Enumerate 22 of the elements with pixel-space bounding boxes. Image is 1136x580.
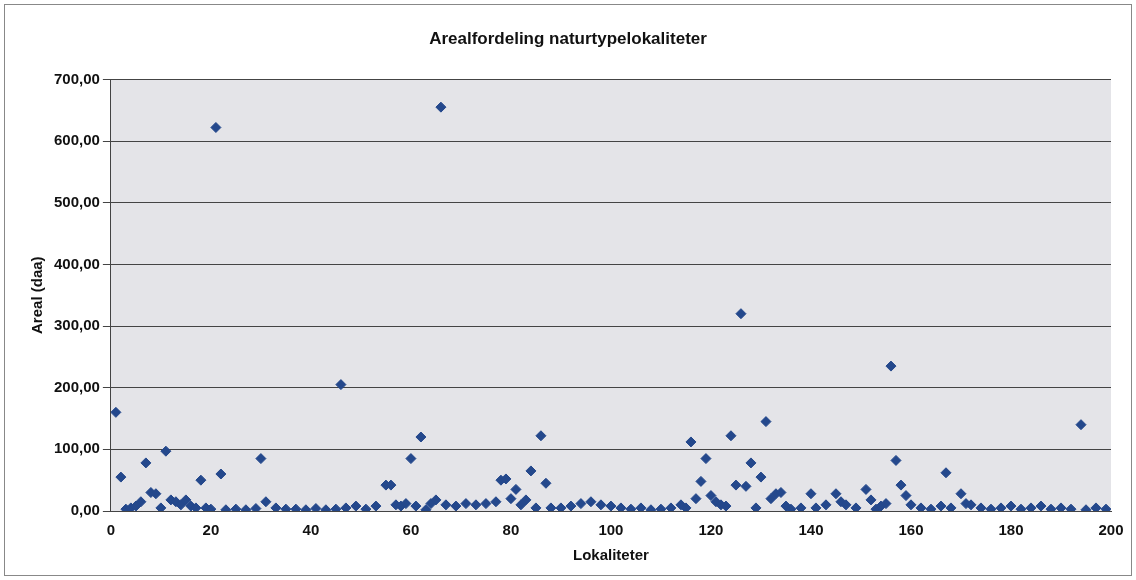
y-tick-label: 700,00 — [53, 69, 100, 87]
x-tick-label: 120 — [698, 521, 724, 539]
chart-title: Arealfordeling naturtypelokaliteter — [429, 28, 708, 48]
x-tick-label: 140 — [798, 521, 824, 539]
x-tick-label: 40 — [302, 521, 320, 539]
y-tick-label: 200,00 — [53, 377, 100, 395]
y-axis-title: Areal (daa) — [28, 256, 46, 334]
y-tick-label: 100,00 — [53, 439, 100, 457]
x-tick-label: 100 — [598, 521, 624, 539]
x-tick-label: 200 — [1098, 521, 1124, 539]
x-tick-label: 80 — [502, 521, 520, 539]
y-tick-label: 500,00 — [53, 192, 100, 210]
x-tick-label: 60 — [402, 521, 420, 539]
y-tick-label: 300,00 — [53, 316, 100, 334]
x-tick-label: 0 — [106, 521, 116, 539]
x-tick-label: 160 — [898, 521, 924, 539]
x-tick-label: 180 — [998, 521, 1024, 539]
y-tick-label: 600,00 — [53, 131, 100, 149]
x-tick-label: 20 — [202, 521, 220, 539]
y-tick-label: 0,00 — [70, 501, 100, 519]
x-axis-title: Lokaliteter — [573, 546, 650, 564]
y-tick-label: 400,00 — [53, 254, 100, 272]
